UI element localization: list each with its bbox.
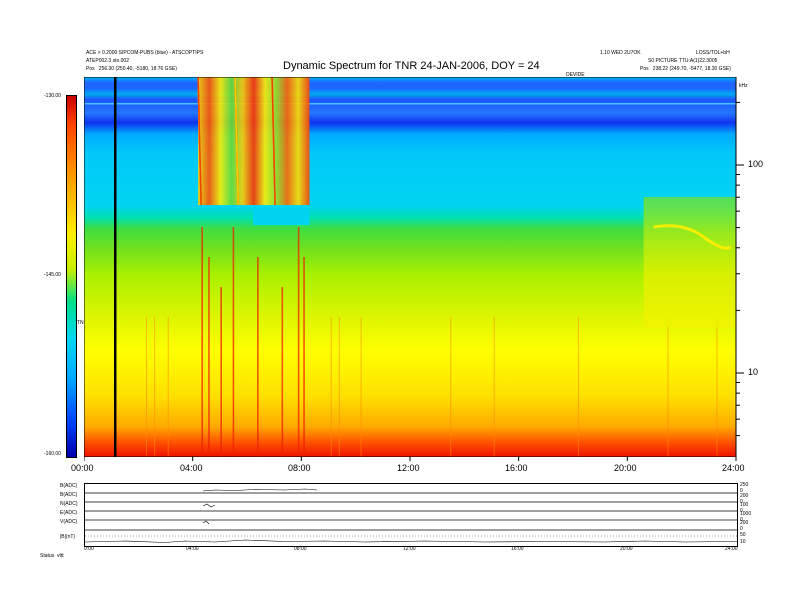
x-tick-1600: 16:00 xyxy=(505,463,528,473)
panel-x-tick-2: 04:00 xyxy=(186,546,199,552)
burst-region xyxy=(198,77,310,205)
burst-streak xyxy=(234,76,239,206)
x-tick-2000: 20:00 xyxy=(614,463,637,473)
panel-x-tick-1: 0:00 xyxy=(84,546,94,552)
panel-3-tick-top: 100 xyxy=(740,502,749,508)
colorbar-tick-bottom: -160.00 xyxy=(44,451,61,457)
burst-streak xyxy=(197,76,202,206)
header-info-line-2: ATEP002.3 sto.002 xyxy=(86,58,129,64)
panel-2-tick-bottom: 0 xyxy=(740,499,743,505)
lower-panels-svg xyxy=(84,488,738,543)
x-tick-0400: 04:00 xyxy=(180,463,203,473)
panel-4-tick-top: 1000 xyxy=(740,511,752,517)
panel-6-tick-bottom: 10 xyxy=(740,539,746,545)
panel-trace-5 xyxy=(202,520,210,525)
frequency-tick-100: 100 xyxy=(748,159,764,169)
late-feature-band xyxy=(653,224,732,250)
pos-value-left: 256.30 (250.40, -5180, 18.76 GSE) xyxy=(98,66,177,72)
spectral-band-line xyxy=(84,103,736,105)
panel-4-tick-bottom: 0 xyxy=(740,517,743,523)
panel-3-tick-bottom: 0 xyxy=(740,508,743,514)
panel-5-tick-bottom: 0 xyxy=(740,526,743,532)
panel-label-5: V(ADC) xyxy=(60,519,78,525)
time-axis xyxy=(84,456,737,461)
footer-status-label: Status xyxy=(40,553,55,559)
panel-label-6: |B|(nT) xyxy=(60,534,76,540)
burst-gap xyxy=(253,205,310,225)
burst-streak xyxy=(271,76,276,206)
panel-label-4: E(ADC) xyxy=(60,510,78,516)
header-pos-right: Pos 238.22 (249.70, -5477, 18.30 GSE) xyxy=(640,66,731,72)
x-tick-0800: 08:00 xyxy=(288,463,311,473)
panel-label-2: B(ADC) xyxy=(60,492,78,498)
pos-label-right: Pos xyxy=(640,66,649,72)
pos-label-left: Pos xyxy=(86,66,95,72)
panel-x-tick-5: 16:00 xyxy=(511,546,524,552)
header-right-line-2: LOSS/TOL+bH xyxy=(696,50,730,56)
header-right-line-1: 1.10 WED 2U7OK xyxy=(600,50,641,56)
spectrogram-features xyxy=(145,76,736,457)
panel-trace-1 xyxy=(202,488,318,492)
panel-1-tick-bottom: 0 xyxy=(740,488,743,494)
colorbar-tick-mid: -145.00 xyxy=(44,272,61,278)
header-pos-left: Pos 256.30 (250.40, -5180, 18.76 GSE) xyxy=(86,66,177,72)
panel-label-1: B(ADC) xyxy=(60,483,78,489)
panel-6-tick-top: 50 xyxy=(740,532,746,538)
spectrogram-svg xyxy=(83,76,737,458)
panel-1-tick-top: 250 xyxy=(740,482,749,488)
colorbar xyxy=(66,95,77,458)
footer-status: Status vttt xyxy=(40,553,64,559)
frequency-tick-10: 10 xyxy=(748,367,759,377)
header-right-line-3: S0 PICTURE TTU:A(1)22.3005 xyxy=(648,58,718,64)
panel-2-tick-top: 200 xyxy=(740,493,749,499)
panel-x-tick-6: 20:00 xyxy=(620,546,633,552)
colorbar-tick-top: -130.00 xyxy=(44,93,61,99)
spectrogram-area xyxy=(83,76,737,458)
panel-label-3: N(ADC) xyxy=(60,501,78,507)
x-tick-1200: 12:00 xyxy=(397,463,420,473)
footer-status-value: vttt xyxy=(56,553,64,559)
panel-trace-magnitude xyxy=(84,539,738,543)
pos-value-right: 238.22 (249.70, -5477, 18.30 GSE) xyxy=(652,66,731,72)
x-tick-2400: 24:00 xyxy=(722,463,745,473)
colorbar-label: TNR xyxy=(77,320,88,326)
lower-panels xyxy=(84,483,738,547)
late-feature-region xyxy=(643,197,736,327)
panel-trace-3 xyxy=(202,503,216,508)
panel-x-tick-3: 08:00 xyxy=(294,546,307,552)
frequency-axis xyxy=(736,77,744,457)
x-tick-0000: 00:00 xyxy=(71,463,94,473)
center-small-label: DEVIDE xyxy=(566,72,585,78)
spectrogram-background xyxy=(84,77,736,457)
khz-unit-label: kHz xyxy=(739,83,748,89)
chart-title: Dynamic Spectrum for TNR 24-JAN-2006, DO… xyxy=(283,60,540,72)
panel-5-tick-top: 200 xyxy=(740,520,749,526)
panel-x-tick-7: 24:00 xyxy=(725,546,738,552)
panel-x-tick-4: 12:00 xyxy=(403,546,416,552)
header-info-line-1: ACE > 0.2000 SIPCOM-PUBS (blue) - ATSCOP… xyxy=(86,50,204,56)
